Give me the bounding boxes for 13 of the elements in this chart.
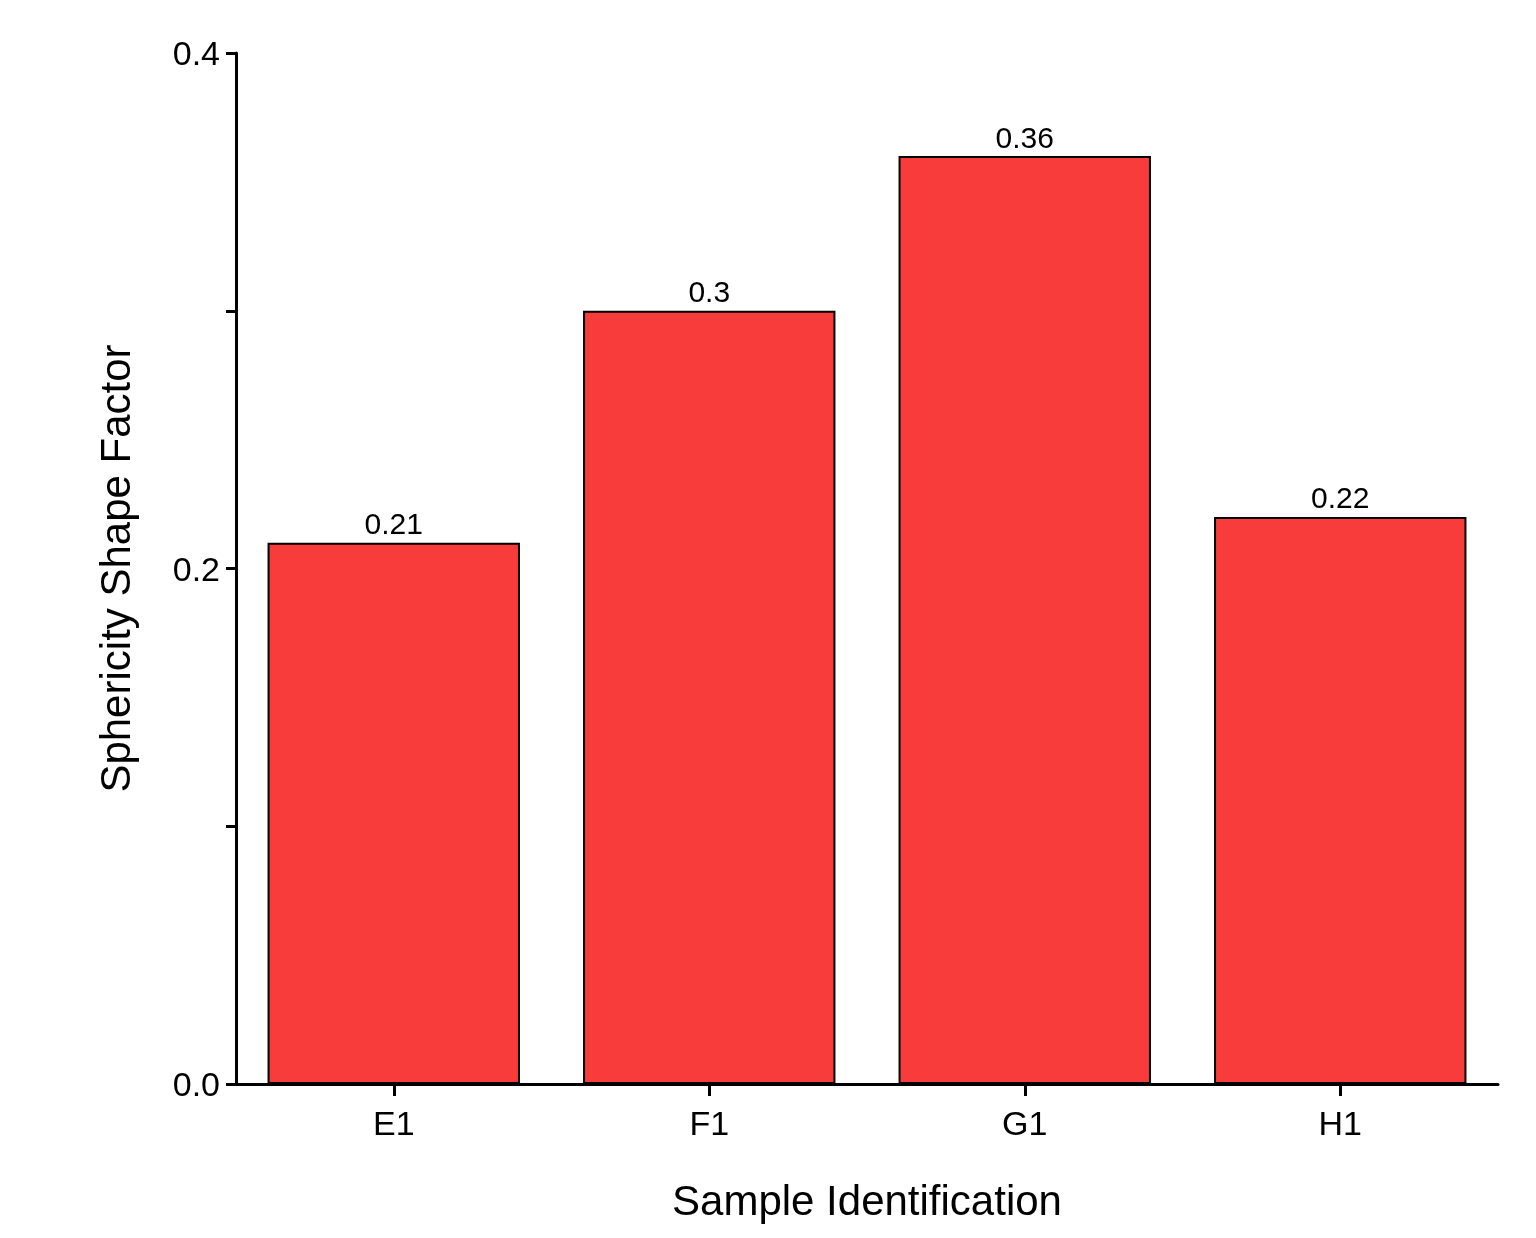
data-label: 0.22 <box>1311 481 1370 515</box>
data-label: 0.3 <box>688 275 731 309</box>
data-label: 0.21 <box>364 507 423 541</box>
x-tick-label: H1 <box>1318 1104 1362 1142</box>
y-tick-label: 0.2 <box>172 549 220 588</box>
x-tick-label: F1 <box>689 1104 730 1142</box>
x-tick-label: G1 <box>1002 1104 1048 1142</box>
y-tick-label: 0.4 <box>172 34 220 72</box>
y-tick-label: 0.0 <box>172 1065 220 1103</box>
data-label: 0.36 <box>995 120 1054 154</box>
y-axis-title: Sphericity Shape Factor <box>91 344 139 793</box>
x-axis-title: Sample Identification <box>672 1176 1062 1224</box>
x-tick-label: E1 <box>372 1104 415 1142</box>
